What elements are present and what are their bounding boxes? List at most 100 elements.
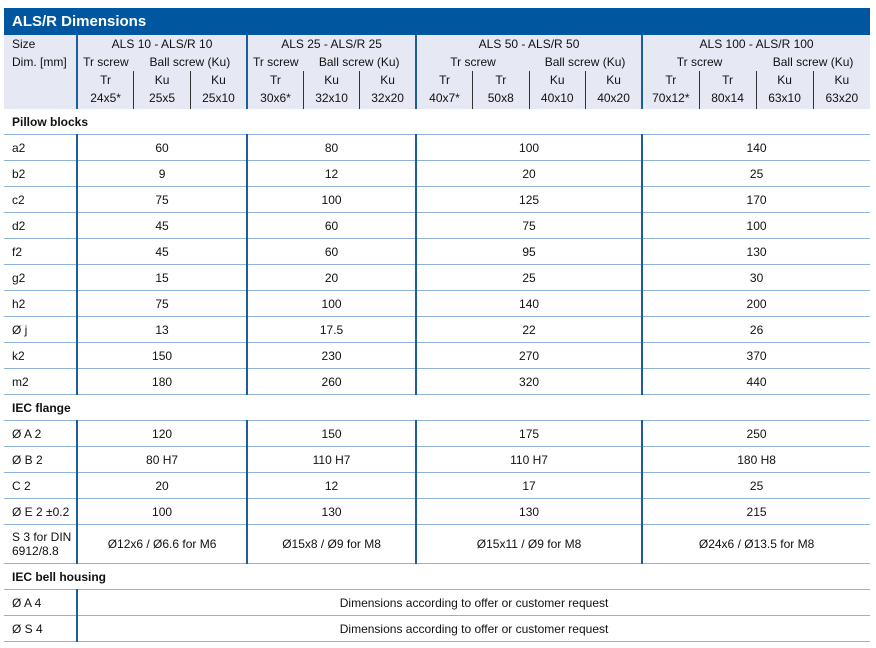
header-blank bbox=[4, 89, 77, 109]
header-blank bbox=[4, 71, 77, 89]
screw-type: Ku bbox=[302, 71, 360, 89]
ball-screw-header: Ball screw (Ku) bbox=[529, 53, 643, 71]
value-cell: 95 bbox=[415, 238, 643, 265]
row-label: Ø A 2 bbox=[4, 420, 77, 447]
table-row: d2 45 60 75 100 bbox=[4, 212, 871, 239]
tr-screw-header: Tr screw bbox=[76, 53, 134, 71]
screw-type: Ku bbox=[359, 71, 417, 89]
table-row: Ø B 2 80 H7 110 H7 110 H7 180 H8 bbox=[4, 446, 871, 473]
value-cell: 110 H7 bbox=[246, 446, 417, 473]
screw-type: Tr bbox=[246, 71, 304, 89]
value-cell: 440 bbox=[641, 368, 871, 395]
screw-size: 30x6* bbox=[246, 89, 304, 109]
value-cell: 13 bbox=[75, 316, 248, 343]
screw-size: 70x12* bbox=[641, 89, 700, 109]
value-cell: 250 bbox=[641, 420, 871, 447]
ball-screw-header: Ball screw (Ku) bbox=[756, 53, 871, 71]
screw-type: Ku bbox=[585, 71, 643, 89]
value-cell: 100 bbox=[246, 186, 417, 213]
table-row: b2 9 12 20 25 bbox=[4, 160, 871, 187]
value-cell: 26 bbox=[641, 316, 871, 343]
section-title: IEC bell housing bbox=[4, 563, 871, 590]
group-header: ALS 10 - ALS/R 10 bbox=[75, 35, 248, 53]
screw-size: 40x10 bbox=[528, 89, 586, 109]
value-cell: 25 bbox=[415, 264, 643, 291]
value-cell: 9 bbox=[75, 160, 248, 187]
value-cell: 260 bbox=[246, 368, 417, 395]
table-row: k2 150 230 270 370 bbox=[4, 342, 871, 369]
tr-screw-header: Tr screw bbox=[415, 53, 530, 71]
value-cell: 180 bbox=[75, 368, 248, 395]
screw-type: Ku bbox=[133, 71, 191, 89]
row-label: Ø S 4 bbox=[4, 615, 77, 642]
row-label: Ø A 4 bbox=[4, 589, 77, 616]
value-cell: Ø24x6 / Ø13.5 for M8 bbox=[641, 524, 871, 564]
row-label: C 2 bbox=[4, 472, 77, 499]
value-cell: 100 bbox=[641, 212, 871, 239]
value-cell: 80 H7 bbox=[75, 446, 248, 473]
value-cell: Ø15x11 / Ø9 for M8 bbox=[415, 524, 643, 564]
value-cell: 175 bbox=[415, 420, 643, 447]
value-cell: 22 bbox=[415, 316, 643, 343]
screw-type: Tr bbox=[415, 71, 473, 89]
group-header: ALS 25 - ALS/R 25 bbox=[246, 35, 417, 53]
value-cell: Dimensions according to offer or custome… bbox=[75, 615, 871, 642]
value-cell: Ø15x8 / Ø9 for M8 bbox=[246, 524, 417, 564]
value-cell: 20 bbox=[415, 160, 643, 187]
value-cell: 200 bbox=[641, 290, 871, 317]
value-cell: 20 bbox=[246, 264, 417, 291]
value-cell: 25 bbox=[641, 160, 871, 187]
value-cell: 170 bbox=[641, 186, 871, 213]
row-label: m2 bbox=[4, 368, 77, 395]
row-label: d2 bbox=[4, 212, 77, 239]
table-row: g2 15 20 25 30 bbox=[4, 264, 871, 291]
header-row-spec: 24x5* 25x5 25x10 30x6* 32x10 32x20 40x7* 50x8 40… bbox=[4, 89, 871, 109]
screw-size: 63x20 bbox=[812, 89, 871, 109]
row-label: f2 bbox=[4, 238, 77, 265]
section-header: IEC flange bbox=[4, 394, 871, 421]
value-cell: 80 bbox=[246, 134, 417, 161]
table-row: Ø A 2 120 150 175 250 bbox=[4, 420, 871, 447]
row-label: Ø j bbox=[4, 316, 77, 343]
value-cell: 60 bbox=[75, 134, 248, 161]
screw-type: Tr bbox=[641, 71, 700, 89]
value-cell: 45 bbox=[75, 238, 248, 265]
value-cell: 100 bbox=[246, 290, 417, 317]
value-cell: Dimensions according to offer or custome… bbox=[75, 589, 871, 616]
table-row: h2 75 100 140 200 bbox=[4, 290, 871, 317]
row-label: S 3 for DIN 6912/8.8 bbox=[4, 524, 77, 564]
table-row: C 2 20 12 17 25 bbox=[4, 472, 871, 499]
value-cell: 125 bbox=[415, 186, 643, 213]
screw-size: 25x5 bbox=[133, 89, 191, 109]
row-label: k2 bbox=[4, 342, 77, 369]
value-cell: 370 bbox=[641, 342, 871, 369]
screw-type: Ku bbox=[528, 71, 586, 89]
value-cell: 140 bbox=[641, 134, 871, 161]
value-cell: 60 bbox=[246, 212, 417, 239]
value-cell: 130 bbox=[246, 498, 417, 525]
group-header: ALS 100 - ALS/R 100 bbox=[641, 35, 871, 53]
value-cell: 20 bbox=[75, 472, 248, 499]
value-cell: 150 bbox=[246, 420, 417, 447]
value-cell: 100 bbox=[415, 134, 643, 161]
value-cell: 75 bbox=[75, 290, 248, 317]
section-title: IEC flange bbox=[4, 394, 871, 421]
header-row-size: Size ALS 10 - ALS/R 10 ALS 25 - ALS/R 25 AL… bbox=[4, 35, 871, 53]
value-cell: 230 bbox=[246, 342, 417, 369]
value-cell: 75 bbox=[75, 186, 248, 213]
screw-type: Ku bbox=[755, 71, 814, 89]
row-label: b2 bbox=[4, 160, 77, 187]
ball-screw-header: Ball screw (Ku) bbox=[303, 53, 417, 71]
value-cell: 12 bbox=[246, 160, 417, 187]
tr-screw-header: Tr screw bbox=[246, 53, 304, 71]
table-title: ALS/R Dimensions bbox=[4, 8, 870, 35]
screw-type: Ku bbox=[189, 71, 248, 89]
row-label: a2 bbox=[4, 134, 77, 161]
table-row: Ø j 13 17.5 22 26 bbox=[4, 316, 871, 343]
screw-size: 40x20 bbox=[585, 89, 643, 109]
dimensions-table-container: ALS/R Dimensions Size ALS 10 - ALS/R 10 AL… bbox=[4, 8, 871, 642]
screw-size: 25x10 bbox=[189, 89, 248, 109]
value-cell: 180 H8 bbox=[641, 446, 871, 473]
screw-type: Tr bbox=[472, 71, 530, 89]
table-row: m2 180 260 320 440 bbox=[4, 368, 871, 395]
